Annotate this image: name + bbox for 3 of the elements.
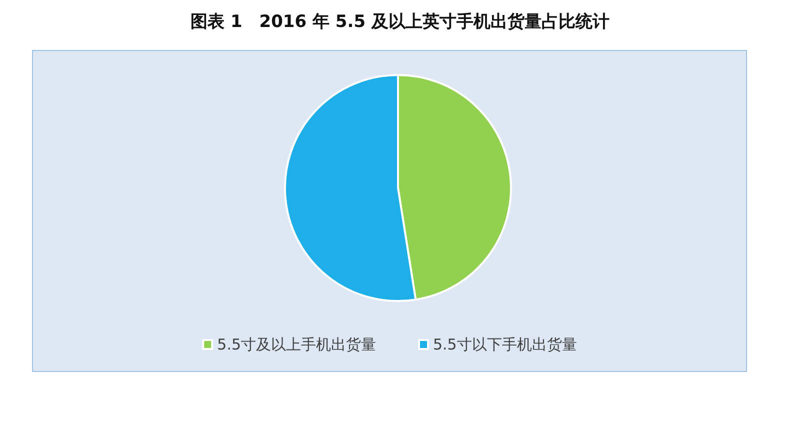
legend-label: 5.5寸及以上手机出货量	[217, 336, 376, 354]
chart-title: 图表 1 2016 年 5.5 及以上英寸手机出货量占比统计	[190, 11, 610, 34]
legend-label: 5.5寸以下手机出货量	[433, 336, 577, 354]
